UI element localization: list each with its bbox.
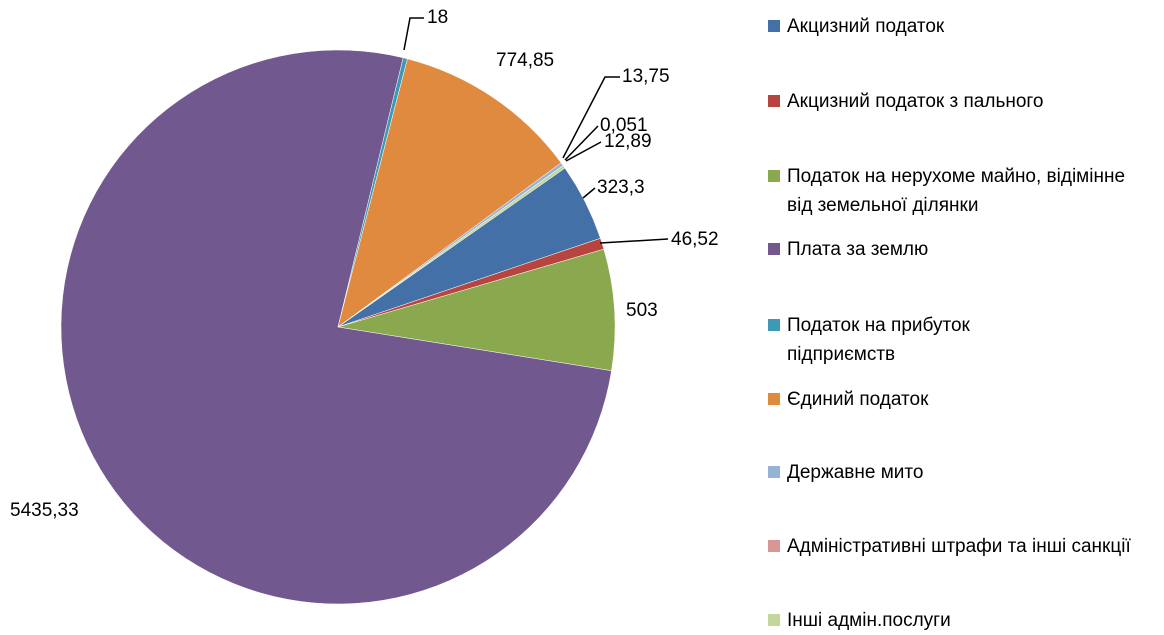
- legend-swatch: [768, 319, 780, 331]
- legend-swatch: [768, 393, 780, 405]
- leader-line: [564, 125, 599, 161]
- legend-label: Акцизний податок: [787, 16, 945, 37]
- legend-swatch: [768, 20, 780, 32]
- legend-item: Плата за землю: [768, 235, 1148, 264]
- leader-line: [562, 76, 620, 159]
- data-label: 13,75: [622, 66, 670, 87]
- pie-slice: [60, 49, 612, 605]
- legend-swatch: [768, 95, 780, 107]
- legend-swatch: [768, 466, 780, 478]
- pie-slice: [337, 248, 616, 372]
- legend-swatch: [768, 170, 780, 182]
- legend-label: Податок на нерухоме майно, відімінне від…: [787, 166, 1126, 216]
- legend-item: Інші адмін.послуги: [768, 606, 1148, 635]
- legend-swatch: [768, 243, 780, 255]
- data-label: 18: [427, 7, 448, 28]
- data-label: 46,52: [671, 229, 719, 250]
- legend-item: Податок на прибуток підприємств: [768, 311, 1068, 369]
- leader-line: [599, 238, 669, 244]
- data-label: 323,3: [597, 177, 645, 198]
- legend-item: Податок на нерухоме майно, відімінне від…: [768, 162, 1148, 220]
- pie-slice: [337, 165, 566, 328]
- legend-item: Єдиний податок: [768, 385, 1148, 414]
- pie-slice: [337, 58, 562, 328]
- data-label: 12,89: [604, 131, 652, 152]
- legend-label: Інші адмін.послуги: [787, 610, 951, 631]
- legend-label: Податок на прибуток підприємств: [787, 315, 970, 365]
- legend-swatch: [768, 614, 780, 626]
- legend-label: Акцизний податок з пального: [787, 91, 1044, 112]
- leader-line: [582, 187, 596, 199]
- legend-swatch: [768, 540, 780, 552]
- leader-line: [565, 141, 602, 162]
- data-label: 5435,33: [10, 500, 79, 521]
- data-label: 503: [626, 300, 658, 321]
- legend-item: Акцизний податок: [768, 12, 1148, 41]
- data-label: 774,85: [496, 50, 554, 71]
- data-label: 0,051: [600, 115, 648, 136]
- leader-line: [403, 17, 424, 51]
- legend-item: Адміністративні штрафи та інші санкції: [768, 532, 1148, 561]
- legend-label: Єдиний податок: [787, 389, 929, 410]
- legend-item: Державне мито: [768, 458, 1148, 487]
- legend-label: Адміністративні штрафи та інші санкції: [787, 536, 1131, 557]
- legend-label: Плата за землю: [787, 239, 929, 260]
- legend-label: Державне мито: [787, 462, 924, 483]
- legend-item: Акцизний податок з пального: [768, 87, 1148, 116]
